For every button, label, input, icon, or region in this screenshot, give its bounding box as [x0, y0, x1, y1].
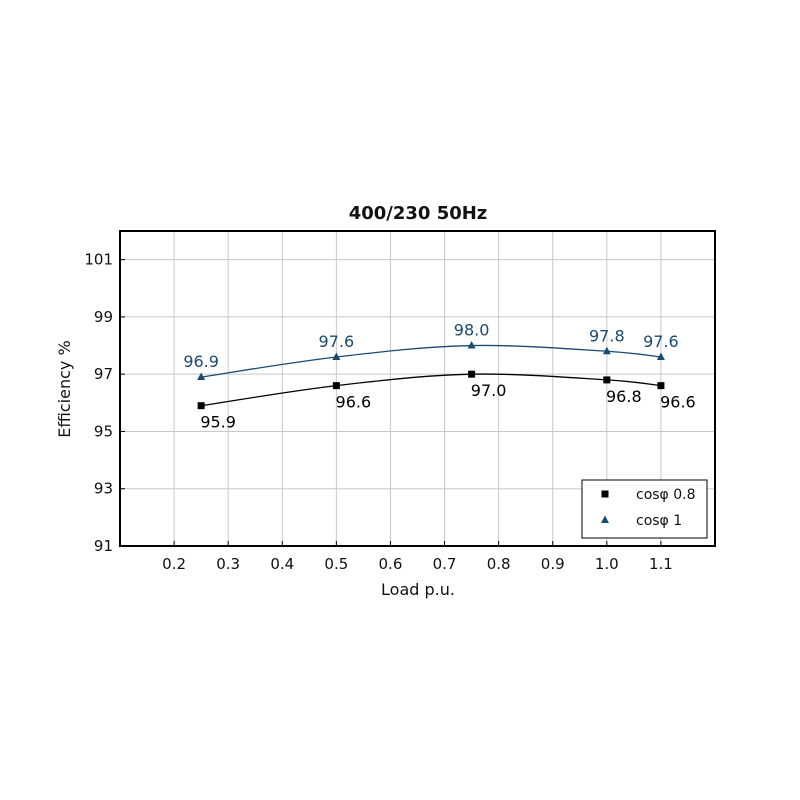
y-tick-label: 95: [94, 422, 113, 440]
series-line: [201, 373, 661, 407]
data-label: 97.6: [643, 332, 679, 351]
data-label: 98.0: [454, 321, 490, 340]
data-label: 96.9: [183, 352, 219, 371]
x-tick-label: 0.8: [487, 555, 511, 573]
y-tick-label: 101: [84, 251, 113, 269]
x-tick-label: 1.1: [649, 555, 673, 573]
legend-label: cosφ 0.8: [636, 487, 696, 503]
x-tick-label: 0.3: [216, 555, 240, 573]
x-tick-label: 0.4: [270, 555, 294, 573]
data-label: 97.8: [589, 326, 625, 345]
y-tick-label: 93: [94, 480, 113, 498]
data-point: [197, 402, 205, 410]
data-point: [602, 346, 611, 355]
x-tick-label: 0.5: [324, 555, 348, 573]
series: 95.9 96.6 97.0 96.8 96.6 96.9 97.6 98.0 97.8 97.6: [183, 321, 695, 432]
x-tick-label: 0.2: [162, 555, 186, 573]
x-tick-label: 0.9: [541, 555, 565, 573]
legend: cosφ 0.8 cosφ 1: [581, 479, 708, 539]
data-point: [197, 372, 206, 381]
x-tick-label: 0.6: [379, 555, 403, 573]
legend-marker: [601, 515, 609, 523]
chart-title: 400/230 50Hz: [349, 203, 488, 224]
series-2: 96.9 97.6 98.0 97.8 97.6: [183, 321, 679, 381]
series-1: 95.9 96.6 97.0 96.8 96.6: [197, 370, 696, 432]
y-tick-label: 97: [94, 365, 113, 383]
legend-label: cosφ 1: [636, 513, 682, 529]
tick-labels: 0.2 0.3 0.4 0.5 0.6 0.7 0.8 0.9 1.0 1.1 91 93 95 97 99…: [84, 251, 672, 573]
x-tick-label: 0.7: [433, 555, 457, 573]
y-axis-label: Efficiency %: [55, 340, 74, 437]
data-point: [332, 352, 341, 360]
data-label: 95.9: [200, 413, 236, 432]
data-label: 96.8: [606, 387, 642, 406]
data-point: [332, 382, 340, 390]
x-axis-label: Load p.u.: [381, 580, 455, 599]
legend-box: [581, 479, 708, 539]
data-label: 96.6: [660, 393, 696, 412]
y-tick-label: 99: [94, 308, 113, 326]
data-point: [656, 352, 665, 360]
y-tick-label: 91: [94, 537, 113, 555]
data-label: 96.6: [336, 393, 372, 412]
data-point: [468, 370, 476, 378]
legend-marker: [601, 490, 609, 498]
x-tick-label: 1.0: [595, 555, 619, 573]
plot-frame: [119, 230, 716, 547]
data-point: [657, 382, 665, 390]
data-point: [603, 376, 611, 384]
series-line: [201, 344, 661, 378]
data-label: 97.6: [319, 332, 355, 351]
data-point: [467, 341, 476, 349]
data-label: 97.0: [471, 381, 507, 400]
